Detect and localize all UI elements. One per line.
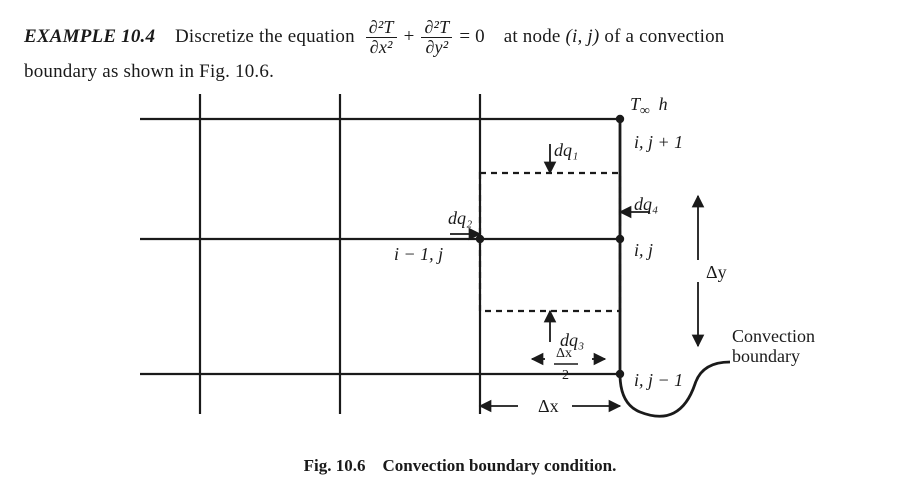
label-convection-1: Convection (732, 326, 815, 347)
caption-fig-number: Fig. 10.6 (304, 456, 366, 475)
label-delta-x: Δx (538, 396, 559, 417)
label-delta-x-half-num: Δx (556, 346, 572, 362)
header-text-1: Discretize the equation (175, 26, 355, 47)
label-node-ij-minus-1: i, j − 1 (634, 370, 683, 391)
label-convection-2: boundary (732, 346, 800, 367)
header-text-3: of a convection (604, 26, 724, 47)
figure-10-6: T∞ h i, j i, j + 1 i, j − 1 i − 1, j dq₁… (140, 94, 780, 454)
page: EXAMPLE 10.4 Discretize the equation ∂²T… (0, 0, 920, 501)
grid-horizontal (140, 119, 620, 374)
example-header: EXAMPLE 10.4 Discretize the equation ∂²T… (24, 18, 896, 86)
label-node-i-minus-1-j: i − 1, j (394, 244, 443, 265)
label-node-ij: i, j (634, 240, 653, 261)
fraction-d2t-dy2: ∂²T ∂y² (421, 18, 452, 57)
label-dq4: dq₄ (634, 194, 658, 215)
figure-caption: Fig. 10.6 Convection boundary condition. (24, 456, 896, 476)
frac1-den: ∂x² (366, 38, 397, 57)
equals-zero: = 0 (459, 26, 485, 47)
label-delta-x-half-den: 2 (562, 368, 569, 384)
arrows (450, 144, 698, 406)
label-dq2: dq₂ (448, 208, 472, 229)
label-node-ij-plus-1: i, j + 1 (634, 132, 683, 153)
node-ij-text: (i, j) (566, 26, 600, 47)
label-dq1: dq₁ (554, 140, 578, 161)
plus-sign: + (404, 26, 415, 47)
frac2-den: ∂y² (421, 38, 452, 57)
fraction-d2t-dx2: ∂²T ∂x² (366, 18, 397, 57)
figure-svg (140, 94, 780, 454)
header-line2: boundary as shown in Fig. 10.6. (24, 61, 274, 82)
control-volume (480, 173, 620, 311)
caption-text: Convection boundary condition. (383, 456, 617, 475)
laplace-equation: ∂²T ∂x² + ∂²T ∂y² = 0 (364, 18, 485, 57)
example-label: EXAMPLE 10.4 (24, 26, 155, 47)
label-t-infinity-h: T∞ h (630, 94, 668, 119)
label-delta-y: Δy (706, 262, 727, 283)
frac2-num: ∂²T (421, 18, 452, 38)
frac1-num: ∂²T (366, 18, 397, 38)
header-text-2: at node (504, 26, 561, 47)
